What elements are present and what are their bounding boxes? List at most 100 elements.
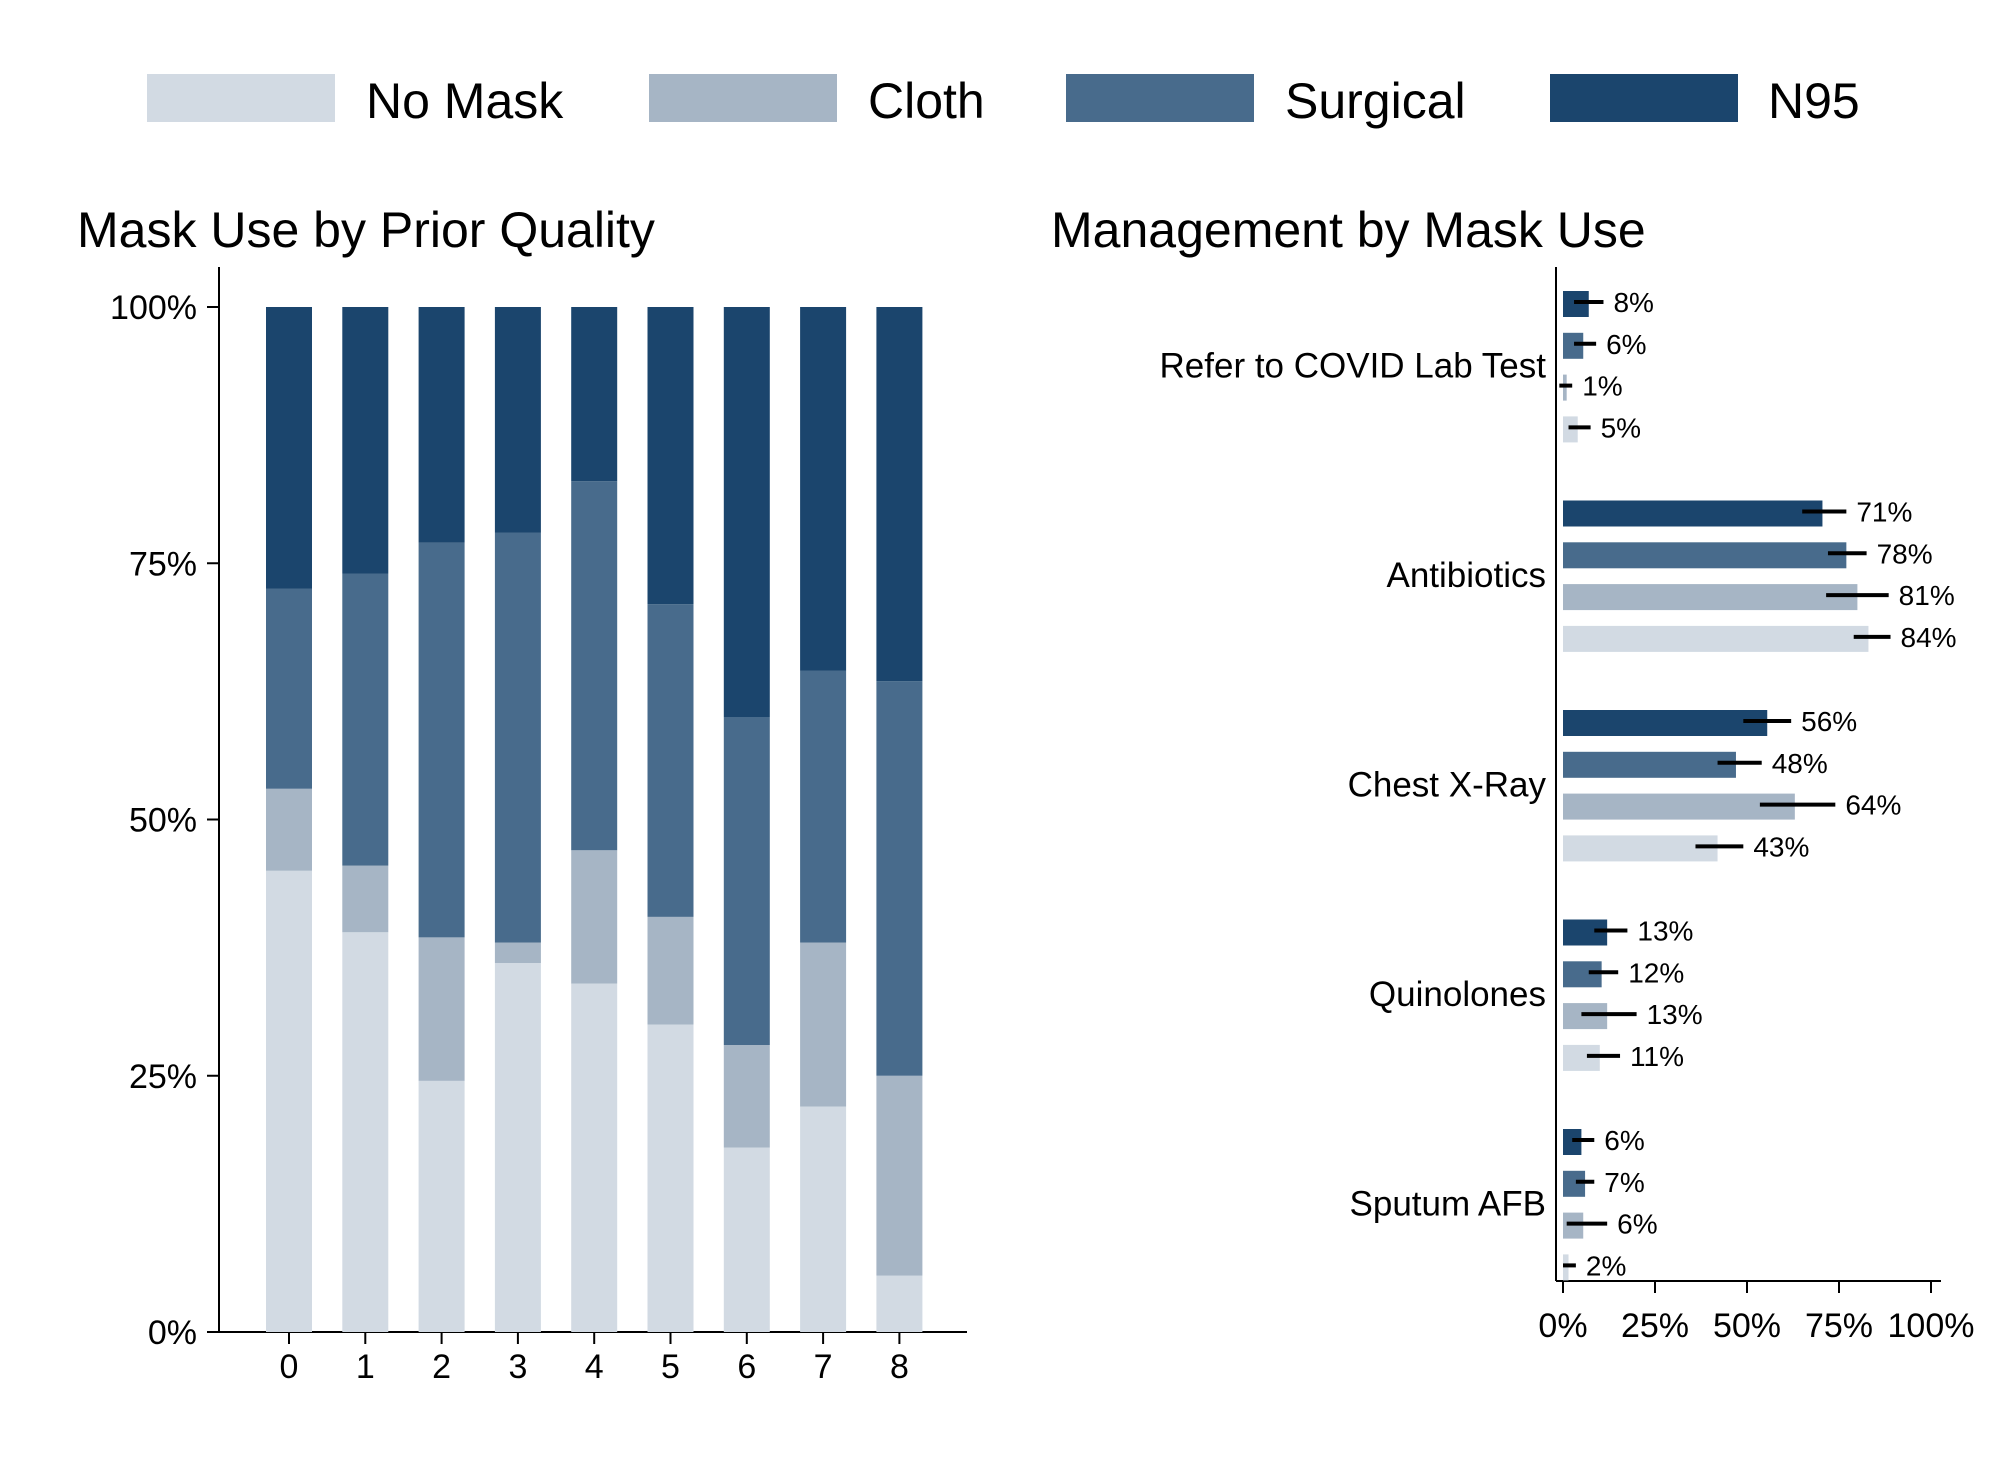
legend-swatch-cloth: [649, 74, 837, 122]
bar-value-label: 11%: [1630, 1041, 1684, 1072]
left-x-tick-label: 3: [508, 1348, 527, 1386]
stacked-bar-segment-cloth: [342, 865, 389, 933]
stacked-bar-segment-surgical: [266, 588, 312, 789]
right-chart: Management by Mask Use 8% 6% 1% 5% Refer to …: [1051, 202, 1974, 1345]
stacked-bar-segment-n95: [723, 307, 770, 717]
bar-value-label: 81%: [1899, 580, 1955, 611]
management-category-label: Sputum AFB: [1350, 1185, 1546, 1224]
stacked-bar-segment-surgical: [571, 481, 618, 851]
stacked-bar-segment-surgical: [800, 670, 847, 943]
legend-swatch-no-mask: [147, 74, 335, 122]
bar-value-label: 13%: [1637, 916, 1693, 947]
stacked-bar-segment-surgical: [876, 681, 923, 1076]
left-x-tick-label: 4: [585, 1348, 604, 1386]
left-y-tick-label: 100%: [110, 289, 197, 327]
left-chart-title: Mask Use by Prior Quality: [77, 202, 655, 258]
legend: No Mask Cloth Surgical N95: [147, 73, 1860, 129]
bar-value-label: 56%: [1801, 706, 1857, 737]
legend-label-surgical: Surgical: [1285, 73, 1466, 129]
management-bar-cloth: [1563, 793, 1795, 820]
left-x-tick-label: 6: [737, 1348, 756, 1386]
stacked-bar-segment-surgical: [647, 604, 694, 917]
management-bar-no-mask: [1563, 625, 1869, 652]
stacked-bar-segment-cloth: [876, 1075, 923, 1276]
stacked-bar-segment-no-mask: [266, 870, 312, 1332]
right-chart-title: Management by Mask Use: [1051, 202, 1646, 258]
stacked-bar-segment-n95: [494, 307, 541, 533]
management-group: 13% 12% 13% 11% Quinolones: [1369, 916, 1703, 1072]
stacked-bar-segment-no-mask: [723, 1147, 770, 1332]
legend-swatch-n95: [1550, 74, 1738, 122]
left-x-tick-label: 0: [280, 1348, 299, 1386]
stacked-bar-segment-no-mask: [571, 983, 618, 1332]
left-x-tick-label: 7: [814, 1348, 833, 1386]
bar-value-label: 5%: [1601, 412, 1641, 443]
stacked-bar-segment-cloth: [723, 1045, 770, 1148]
stacked-bar-segment-no-mask: [876, 1275, 923, 1332]
stacked-bar-segment-no-mask: [800, 1106, 847, 1332]
stacked-bar-segment-n95: [418, 307, 465, 543]
left-x-tick-label: 5: [661, 1348, 680, 1386]
left-x-tick-label: 1: [356, 1348, 375, 1386]
stacked-bar-segment-no-mask: [342, 932, 389, 1332]
management-category-label: Antibiotics: [1386, 556, 1546, 595]
bar-value-label: 6%: [1604, 1125, 1644, 1156]
stacked-bar-segment-surgical: [418, 542, 465, 938]
stacked-bar-segment-n95: [342, 307, 389, 574]
stacked-bar-segment-surgical: [494, 532, 541, 943]
management-group: 6% 7% 6% 2% Sputum AFB: [1350, 1125, 1658, 1281]
stacked-bar-segment-cloth: [800, 942, 847, 1107]
bar-value-label: 48%: [1772, 748, 1828, 779]
bar-value-label: 6%: [1606, 329, 1646, 360]
stacked-bar-segment-n95: [647, 307, 694, 605]
stacked-bar-segment-cloth: [647, 916, 694, 1025]
stacked-bar-segment-cloth: [494, 942, 541, 963]
bar-value-label: 1%: [1582, 371, 1622, 402]
stacked-bar-segment-no-mask: [647, 1024, 694, 1332]
management-category-label: Quinolones: [1369, 975, 1546, 1014]
bar-value-label: 71%: [1856, 497, 1912, 528]
bar-value-label: 6%: [1617, 1209, 1657, 1240]
right-groups: 8% 6% 1% 5% Refer to COVID Lab Test 71% 78% 81%…: [1160, 287, 1957, 1281]
right-x-tick-label: 25%: [1621, 1307, 1689, 1345]
management-bar-surgical: [1563, 751, 1736, 778]
management-bar-cloth: [1563, 584, 1858, 611]
left-y-tick-label: 0%: [148, 1314, 197, 1352]
bar-value-label: 2%: [1586, 1250, 1626, 1281]
bar-value-label: 43%: [1753, 831, 1809, 862]
management-group: 8% 6% 1% 5% Refer to COVID Lab Test: [1160, 287, 1654, 443]
bar-value-label: 8%: [1613, 287, 1653, 318]
stacked-bar-segment-surgical: [342, 573, 389, 866]
management-category-label: Refer to COVID Lab Test: [1160, 347, 1547, 386]
stacked-bar-segment-no-mask: [494, 963, 541, 1332]
left-chart: Mask Use by Prior Quality 0%25%50%75%100…: [77, 202, 967, 1386]
left-bars: [266, 307, 923, 1332]
bar-value-label: 13%: [1647, 999, 1703, 1030]
right-x-tick-label: 75%: [1805, 1307, 1873, 1345]
stacked-bar-segment-no-mask: [418, 1080, 465, 1332]
left-y-ticks: 0% 25% 50% 75% 100%: [110, 289, 219, 1352]
legend-label-no-mask: No Mask: [366, 73, 564, 129]
bar-value-label: 7%: [1604, 1167, 1644, 1198]
right-x-tick-label: 50%: [1713, 1307, 1781, 1345]
bar-value-label: 84%: [1901, 622, 1957, 653]
bar-value-label: 12%: [1628, 957, 1684, 988]
stacked-bar-segment-n95: [800, 307, 847, 671]
right-x-tick-label: 0%: [1538, 1307, 1587, 1345]
stacked-bar-segment-n95: [571, 307, 618, 482]
management-bar-no-mask: [1563, 835, 1718, 862]
legend-label-cloth: Cloth: [868, 73, 985, 129]
right-x-ticks: 0% 25% 50% 75% 100%: [1538, 1281, 1974, 1345]
stacked-bar-segment-surgical: [723, 717, 770, 1045]
stacked-bar-segment-cloth: [571, 850, 618, 984]
left-y-tick-label: 50%: [129, 802, 197, 840]
left-x-tick-label: 2: [432, 1348, 451, 1386]
stacked-bar-segment-n95: [876, 307, 923, 682]
management-bar-n95: [1563, 500, 1823, 527]
management-bar-surgical: [1563, 332, 1584, 359]
right-chart-axes: [1555, 267, 1941, 1282]
bar-value-label: 78%: [1877, 538, 1933, 569]
management-category-label: Chest X-Ray: [1348, 766, 1547, 805]
